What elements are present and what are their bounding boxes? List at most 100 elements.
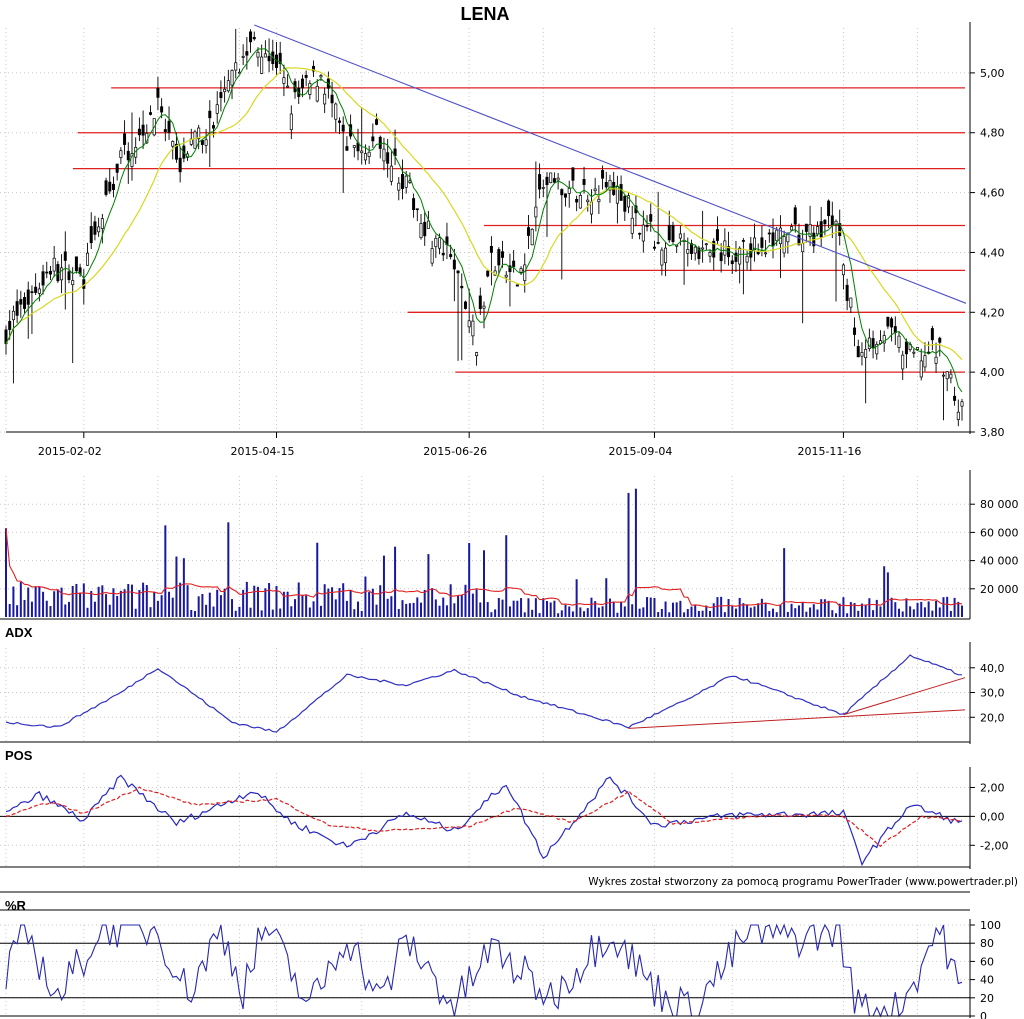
candle [701,247,705,250]
volume-bar [727,599,730,617]
candle [815,226,819,235]
volume-bar [86,607,89,617]
volume-bar [898,608,901,617]
candle [208,110,212,119]
volume-bar [490,612,493,617]
candle [741,240,745,242]
volume-bar [142,582,145,617]
volume-bar [583,611,586,617]
volume-bar [127,584,130,617]
volume-bar [116,595,119,617]
candle [956,411,960,420]
williams-r-y-tick-label: 80 [980,937,994,950]
volume-bar [642,607,645,617]
volume-bar [431,588,434,617]
candle [556,177,560,181]
volume-bar [438,605,441,617]
candle [463,301,467,309]
volume-bar [79,592,82,617]
candle [571,167,575,181]
candle [260,56,264,74]
text-layer: LENA ADX POS %R Wykres został stworzony … [5,4,1019,1019]
candle [375,119,379,125]
volume-bar [416,597,419,617]
volume-bar [705,605,708,617]
volume-bar [34,586,37,617]
candle [897,335,901,348]
candle [441,252,445,256]
candle [467,320,471,328]
candle [11,310,15,321]
adx-trendline [628,709,966,729]
candle [386,152,390,164]
volume-bar [505,535,508,617]
powertrader-credit: Wykres został stworzony za pomocą progra… [588,876,1018,888]
candle [538,174,542,190]
candle [778,227,782,245]
volume-bar [657,612,660,617]
volume-bar [912,609,915,617]
volume-bar [675,602,678,617]
candle [30,291,34,294]
candle [745,255,749,263]
volume-bar [772,608,775,617]
candle [567,188,571,194]
x-tick-label: 2015-06-26 [423,445,487,458]
volume-average-line [5,528,963,609]
volume-bar [842,597,845,617]
volume-bar [386,598,389,617]
candle [638,232,642,235]
williams-r-panel-label: %R [5,898,27,913]
candle [174,143,178,160]
volume-bar [242,589,245,617]
candle [671,225,675,242]
candle [738,247,742,265]
volume-bar [909,606,912,617]
volume-bar [101,585,104,617]
candle [953,395,957,401]
volume-bar [401,600,404,617]
candle [104,180,108,195]
volume-bar [16,605,19,617]
candle [619,184,623,201]
volume-bar [156,600,159,617]
volume-bar [594,601,597,617]
volume-bar [368,592,371,617]
volume-bar [234,610,237,617]
candle [693,246,697,254]
volume-bar [597,607,600,617]
price-y-tick-label: 3,80 [980,426,1005,439]
volume-bar [620,601,623,617]
volume-bar [301,594,304,617]
adx-y-tick-label: 30,0 [980,687,1005,700]
candle [204,139,208,146]
candle [801,243,805,253]
volume-bar [886,572,889,617]
volume-bar [253,585,256,617]
candle [534,206,538,218]
volume-bar [846,613,849,617]
candle [923,355,927,368]
candle [123,133,127,145]
candle [486,270,490,277]
candle [23,297,27,309]
candle [334,103,338,120]
candle [916,347,920,350]
williams-r-line [5,923,963,1018]
candle [319,75,323,78]
williams-r-y-tick-label: 0 [980,1010,987,1019]
candle [945,371,949,380]
volume-bar [338,588,341,617]
candle [578,194,582,209]
candle [89,226,93,244]
volume-bar [360,610,363,617]
volume-bar [382,555,385,617]
candle [249,31,253,43]
volume-y-tick-label: 80 000 [980,498,1019,511]
candle [497,249,501,266]
volume-bar [571,611,574,617]
candle [378,136,382,149]
volume-bar [442,597,445,617]
candle [97,226,101,233]
volume-bar [738,597,741,617]
